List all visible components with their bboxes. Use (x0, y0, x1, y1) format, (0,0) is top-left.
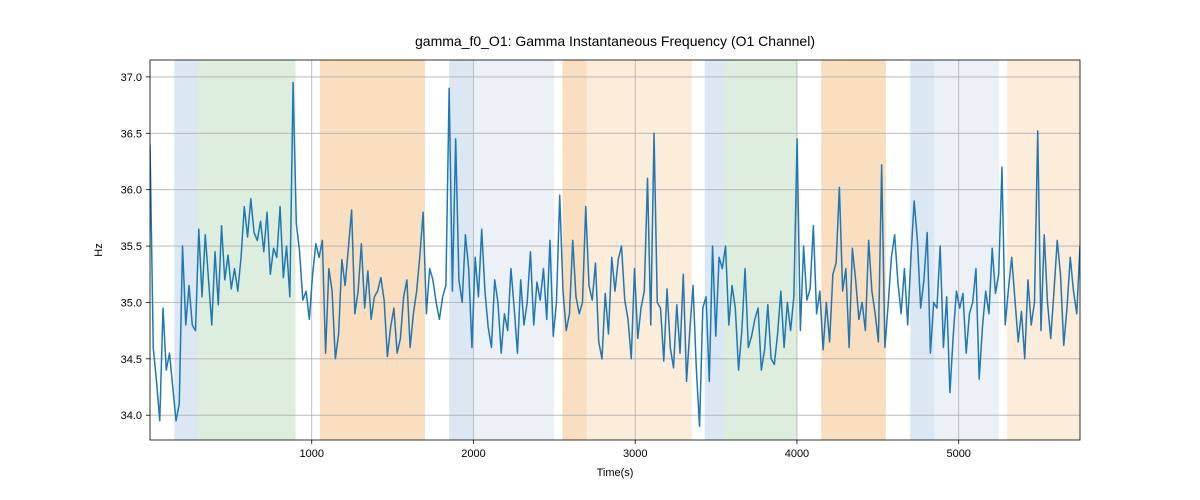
chart-title: gamma_f0_O1: Gamma Instantaneous Frequen… (415, 33, 815, 49)
band-6 (587, 60, 692, 440)
band-8 (724, 60, 797, 440)
x-axis-label: Time(s) (597, 467, 634, 479)
band-0 (174, 60, 198, 440)
xtick-label: 1000 (299, 448, 323, 460)
band-2 (320, 60, 425, 440)
xtick-label: 3000 (623, 448, 647, 460)
xtick-label: 4000 (785, 448, 809, 460)
xtick-label: 2000 (461, 448, 485, 460)
ytick-label: 36.5 (121, 128, 142, 140)
xtick-label: 5000 (946, 448, 970, 460)
ytick-label: 37.0 (121, 72, 142, 84)
band-10 (910, 60, 934, 440)
ytick-label: 34.0 (121, 410, 142, 422)
ytick-label: 36.0 (121, 185, 142, 197)
band-7 (705, 60, 724, 440)
band-9 (821, 60, 886, 440)
band-11 (934, 60, 999, 440)
frequency-line-chart: 1000 2000 3000 4000 5000 34.0 34.5 35.0 35.5 36.0… (0, 0, 1200, 500)
ytick-label: 34.5 (121, 354, 142, 366)
band-1 (199, 60, 296, 440)
band-4 (473, 60, 554, 440)
ytick-label: 35.5 (121, 241, 142, 253)
band-5 (562, 60, 586, 440)
ytick-label: 35.0 (121, 297, 142, 309)
y-axis-label: Hz (93, 243, 105, 256)
